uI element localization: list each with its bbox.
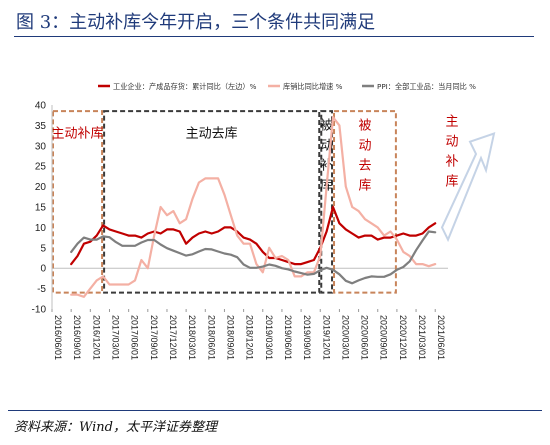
y-tick-label: 20 — [35, 182, 47, 193]
chart-legend: 工业企业：产成品存货：累计同比（左边）% 库销比同比增速 % PPI：全部工业品：当… — [98, 82, 476, 91]
y-tick-label: 10 — [35, 223, 47, 234]
x-tick-label: 2018/06/01 — [206, 315, 216, 360]
x-tick-label: 2017/09/01 — [149, 315, 159, 360]
phase-passive-destock-box — [333, 110, 397, 294]
phase-active-restock-2-arrow — [440, 132, 496, 243]
source-note: 资料来源：Wind，太平洋证券整理 — [14, 420, 217, 435]
x-tick-label: 2021/03/01 — [417, 315, 427, 360]
y-tick-label: -10 — [32, 305, 47, 316]
phase-passive-restock-label-char: 补 — [320, 158, 333, 173]
chart-title: 图 3：主动补库今年开启，三个条件共同满足 — [16, 12, 376, 33]
y-tick-label: 40 — [35, 101, 47, 112]
x-tick-label: 2018/09/01 — [225, 315, 235, 360]
legend-label: 工业企业：产成品存货：累计同比（左边）% — [113, 82, 257, 91]
x-tick-label: 2017/12/01 — [168, 315, 178, 360]
x-tick-label: 2017/06/01 — [130, 315, 140, 360]
phase-passive-destock-label-char: 动 — [358, 138, 371, 153]
phase-active-restock-2-label-char: 库 — [445, 173, 458, 189]
series-inventory-yoy — [70, 205, 437, 266]
phase-active-restock-2-label-char: 主 — [445, 114, 458, 129]
legend-label: 库销比同比增速 % — [283, 82, 343, 91]
x-tick-label: 2019/06/01 — [283, 315, 293, 360]
x-tick-label: 2019/03/01 — [264, 315, 274, 360]
chart-axes: -10 -5 0 5 10 15 20 25 30 35 40 2016/06/01 2016/09/0… — [32, 101, 447, 361]
phase-active-destock-box — [103, 110, 321, 294]
phase-passive-destock-label-char: 被 — [358, 118, 371, 133]
x-tick-label: 2020/03/01 — [340, 315, 350, 360]
y-tick-label: 35 — [35, 121, 47, 132]
x-tick-label: 2016/06/01 — [53, 315, 63, 360]
series-lines — [70, 116, 437, 298]
phase-active-restock-2-label-char: 动 — [445, 134, 458, 149]
y-tick-label: 30 — [35, 141, 47, 152]
phase-active-restock-2-label-char: 补 — [445, 154, 458, 169]
title-divider — [14, 36, 534, 37]
y-tick-label: 0 — [40, 264, 46, 275]
phase-active-restock-label: 主动补库 — [52, 126, 104, 142]
legend-label: PPI：全部工业品：当月同比 % — [377, 82, 476, 91]
series-inventory-sales-ratio — [70, 116, 437, 298]
x-tick-label: 2018/03/01 — [187, 315, 197, 360]
source-divider — [8, 410, 542, 411]
phase-active-restock-box — [52, 110, 104, 294]
phase-active-destock-label: 主动去库 — [186, 126, 238, 142]
y-tick-label: 15 — [35, 203, 47, 214]
series-ppi-yoy — [70, 230, 437, 285]
phase-passive-destock-label-char: 库 — [358, 177, 371, 193]
y-tick-label: 25 — [35, 162, 47, 173]
x-tick-label: 2019/09/01 — [302, 315, 312, 360]
x-tick-label: 2020/09/01 — [379, 315, 389, 360]
x-tick-label: 2019/12/01 — [321, 315, 331, 360]
x-tick-label: 2018/12/01 — [245, 315, 255, 360]
x-tick-label: 2020/06/01 — [360, 315, 370, 360]
x-tick-label: 2017/03/01 — [110, 315, 120, 360]
x-tick-label: 2016/09/01 — [72, 315, 82, 360]
phase-passive-destock-label-char: 去 — [358, 158, 371, 173]
y-tick-label: 5 — [40, 243, 46, 254]
phase-passive-restock-label-char: 被 — [320, 118, 333, 133]
x-tick-label: 2020/12/01 — [398, 315, 408, 360]
x-tick-label: 2021/06/01 — [436, 315, 446, 360]
x-tick-label: 2016/12/01 — [91, 315, 101, 360]
y-tick-label: -5 — [37, 284, 46, 295]
